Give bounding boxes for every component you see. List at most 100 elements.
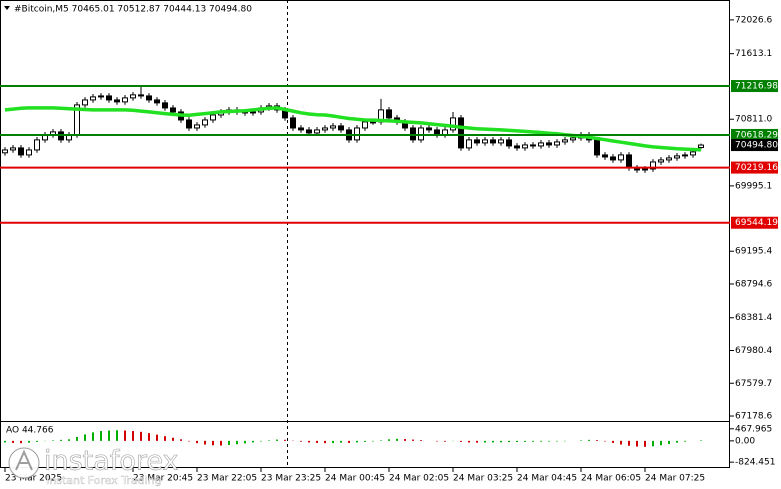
candle-body: [114, 99, 120, 103]
candle-body: [370, 121, 376, 124]
candle-body: [18, 147, 24, 156]
y-tick-label: -824.451: [735, 458, 775, 468]
x-tick-label: 24 Mar 02:05: [389, 474, 449, 484]
title-arrow: [4, 6, 10, 10]
candle-body: [210, 114, 216, 121]
candle-body: [514, 145, 520, 149]
candle-body: [682, 154, 688, 157]
candle-body: [194, 124, 200, 129]
candle-body: [170, 107, 176, 113]
y-tick-label: 71613.1: [735, 49, 772, 59]
x-tick-label: 24 Mar 03:25: [453, 474, 513, 484]
plot-frame: [0, 0, 730, 468]
current-price-bg: [731, 139, 778, 152]
candle-body: [538, 142, 544, 147]
watermark: instaforex Instant Forex Trading: [8, 445, 179, 487]
candle-body: [122, 97, 128, 103]
level-label-bg: [731, 128, 778, 141]
x-tick-label: 23 Mar 22:05: [197, 474, 257, 484]
candle-body: [410, 127, 416, 141]
candle-body: [626, 154, 632, 169]
candle-body: [650, 161, 656, 170]
level-label-bg: [731, 161, 778, 174]
candle-body: [26, 149, 32, 156]
x-tick-label: 23 Mar 2025: [5, 474, 62, 484]
y-tick-label: 67980.4: [735, 346, 772, 356]
candle-body: [594, 139, 600, 156]
x-tick-label: 24 Mar 06:05: [581, 474, 641, 484]
candle-body: [2, 149, 8, 154]
candle-body: [90, 96, 96, 101]
watermark-brand: instaforex: [44, 446, 178, 477]
y-tick-label: 70811.0: [735, 115, 772, 125]
candle-body: [330, 125, 336, 129]
candle-body: [658, 159, 664, 163]
y-tick-label: 0.00: [735, 436, 755, 446]
candle-body: [666, 157, 672, 161]
level-label: 69544.19: [735, 218, 778, 228]
x-tick-label: 24 Mar 07:25: [645, 474, 705, 484]
y-tick-label: 68381.4: [735, 313, 772, 323]
candle-body: [546, 142, 552, 146]
candle-body: [554, 141, 560, 146]
candle-body: [698, 144, 704, 148]
candle-body: [690, 151, 696, 156]
candle-body: [106, 95, 112, 101]
plot-layer: 72026.6 71613.1 70811.0 69995.1 69195.4 68794…: [0, 15, 778, 484]
candle-body: [618, 154, 624, 161]
candle-body: [82, 99, 88, 106]
candle-body: [674, 155, 680, 159]
candle-body: [362, 121, 368, 129]
candle-body: [322, 127, 328, 131]
candle-body: [506, 139, 512, 147]
level-label-bg: [731, 216, 778, 229]
y-tick-label: 68794.6: [735, 279, 772, 289]
y-tick-label: 67178.6: [735, 412, 772, 422]
candle-body: [386, 109, 392, 119]
level-label: 71216.98: [735, 82, 778, 92]
candle-body: [530, 144, 536, 147]
x-tick-label: 23 Mar 23:25: [261, 474, 321, 484]
candle-body: [426, 127, 432, 131]
candle-body: [490, 139, 496, 144]
candle-body: [450, 117, 456, 131]
candle-body: [98, 95, 104, 98]
x-tick-label: 24 Mar 04:45: [517, 474, 577, 484]
y-tick-label: 69195.4: [735, 247, 772, 257]
candle-body: [10, 147, 16, 151]
level-label-bg: [731, 80, 778, 93]
candle-body: [338, 125, 344, 131]
candle-body: [418, 127, 424, 141]
candle-body: [466, 139, 472, 149]
level-label: 70219.16: [735, 163, 778, 173]
candle-body: [498, 139, 504, 144]
watermark-logo-mark: [15, 449, 33, 471]
candle-body: [154, 99, 160, 104]
y-tick-label: 69995.1: [735, 181, 772, 191]
candle-body: [306, 129, 312, 134]
candle-body: [186, 119, 192, 129]
candle-body: [482, 139, 488, 144]
x-tick-label: 23 Mar 20:45: [133, 474, 193, 484]
candle-body: [610, 156, 616, 161]
watermark-tagline: Instant Forex Trading: [46, 474, 162, 487]
candle-body: [298, 127, 304, 131]
candle-body: [570, 137, 576, 141]
moving-average-line: [4, 106, 702, 152]
candle-body: [138, 94, 144, 97]
candle-body: [130, 94, 136, 99]
candle-body: [146, 95, 152, 101]
candle-body: [474, 139, 480, 144]
candle-body: [522, 144, 528, 149]
candle-body: [290, 117, 296, 129]
y-tick-label: 67579.7: [735, 379, 772, 389]
candle-body: [642, 168, 648, 171]
y-tick-label: 467.965: [735, 424, 772, 434]
indicator-title: AO 44.766: [6, 426, 54, 436]
candle-body: [202, 119, 208, 126]
candle-body: [602, 154, 608, 158]
chart-title: #Bitcoin,M5 70465.01 70512.87 70444.13 7…: [14, 5, 252, 15]
candle-body: [34, 139, 40, 151]
current-price-label: 70494.80: [735, 141, 778, 151]
